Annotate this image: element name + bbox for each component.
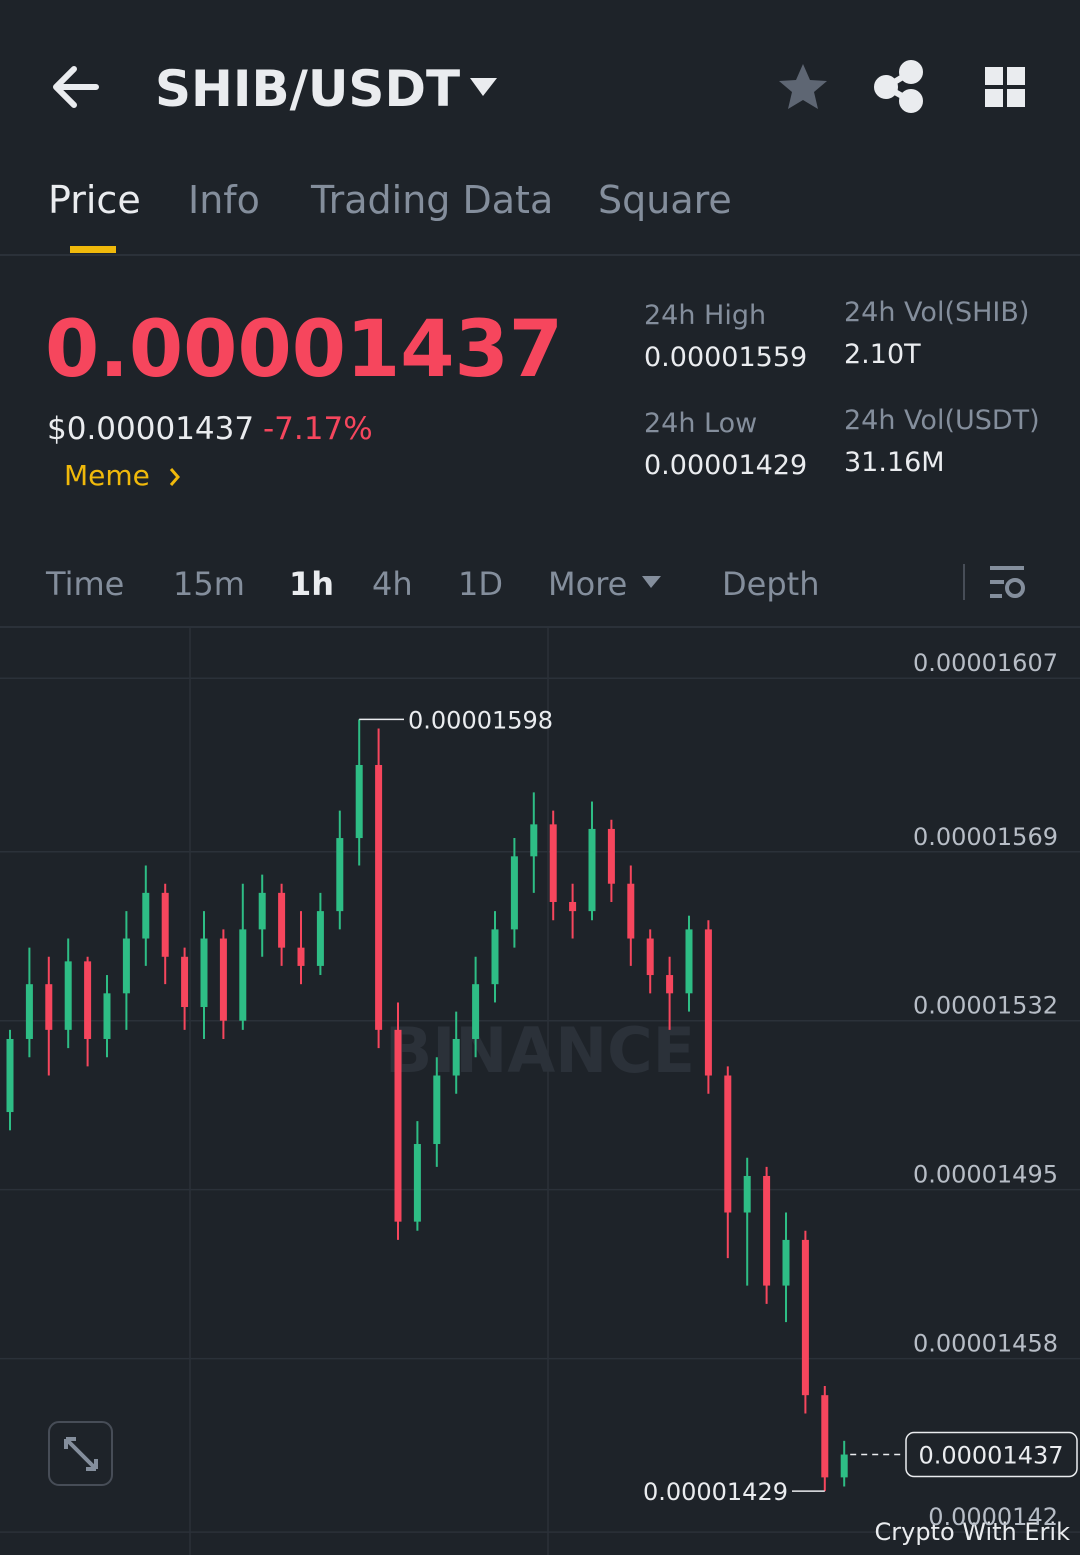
candle-body	[84, 961, 92, 1039]
interval[interactable]: 1h	[289, 565, 335, 603]
last-price-box	[905, 1431, 1078, 1478]
candle-body	[821, 1395, 829, 1478]
candle-body	[588, 828, 596, 912]
tab[interactable]: Price	[48, 178, 141, 222]
interval[interactable]: More	[548, 565, 628, 603]
interval[interactable]: 1D	[458, 565, 503, 603]
candle-body	[142, 892, 150, 939]
pair-title: SHIB/USDT	[155, 60, 461, 118]
tag[interactable]: Meme	[64, 459, 150, 492]
candle-body	[394, 1029, 402, 1222]
tab-indicator	[70, 246, 116, 253]
candle-body	[375, 764, 383, 1030]
candle-body	[491, 929, 499, 985]
candle-body	[297, 947, 305, 966]
interval[interactable]: 15m	[173, 565, 245, 603]
stat-label: 24h High	[644, 300, 767, 331]
candle-body	[685, 929, 693, 994]
candle-body	[452, 1038, 460, 1076]
candle-body	[122, 938, 130, 994]
candle-body	[413, 1144, 421, 1222]
candle-body	[782, 1239, 790, 1286]
layout-button[interactable]	[985, 67, 1025, 107]
tag-chevron[interactable]	[169, 468, 180, 486]
y-tick-label: 0.00001569	[913, 823, 1058, 851]
candle-body	[666, 975, 674, 994]
stat-value: 31.16M	[844, 447, 945, 478]
more-caret[interactable]	[642, 576, 661, 588]
stat-label: 24h Vol(USDT)	[844, 405, 1040, 436]
interval[interactable]: Depth	[722, 565, 820, 603]
candle-body	[355, 764, 363, 839]
favorite-star[interactable]	[779, 64, 827, 109]
price-change: -7.17%	[263, 411, 373, 447]
expand-icon	[64, 1437, 98, 1471]
low-label: 0.00001429	[643, 1478, 788, 1506]
share-button[interactable]	[874, 60, 923, 113]
candle-body	[200, 938, 208, 1008]
candle-body	[607, 828, 615, 884]
pair-dropdown[interactable]	[470, 78, 497, 96]
y-tick-label: 0.0000142	[928, 1503, 1058, 1531]
last-price: 0.00001437	[45, 305, 564, 395]
chart-settings[interactable]	[990, 566, 1025, 598]
tab[interactable]: Square	[598, 178, 732, 222]
last-price-label: 0.00001437	[918, 1442, 1063, 1470]
candle-body	[472, 984, 480, 1039]
candle-body	[336, 838, 344, 912]
candle-body	[763, 1175, 771, 1286]
expand-button[interactable]	[48, 1421, 113, 1486]
candle-body	[840, 1454, 848, 1478]
interval[interactable]: 4h	[372, 565, 413, 603]
usd-price: $0.00001437	[47, 411, 255, 447]
candle-body	[510, 856, 518, 930]
back-button[interactable]	[53, 66, 99, 108]
candle-body	[239, 929, 247, 1021]
stat-value: 0.00001559	[644, 342, 808, 373]
y-tick-label: 0.00001458	[913, 1330, 1058, 1358]
y-tick-label: 0.00001532	[913, 992, 1058, 1020]
candle-body	[646, 938, 654, 976]
candle-body	[627, 883, 635, 939]
candle-body	[6, 1038, 14, 1113]
candle-body	[278, 892, 286, 948]
credit: Crypto With Erik	[874, 1518, 1070, 1546]
candle-body	[161, 892, 169, 957]
icons	[0, 60, 1080, 628]
stat-value: 0.00001429	[644, 450, 808, 481]
stat-label: 24h Vol(SHIB)	[844, 297, 1030, 328]
high-label: 0.00001598	[408, 706, 553, 734]
candle-body	[569, 901, 577, 912]
candle-body	[316, 911, 324, 966]
candle-body	[181, 956, 189, 1008]
candle-body	[258, 892, 266, 930]
candle-body	[103, 993, 111, 1039]
candle-body	[45, 984, 53, 1030]
stat-value: 2.10T	[844, 339, 921, 370]
stat-label: 24h Low	[644, 408, 758, 439]
candle-body	[801, 1239, 809, 1396]
candle-body	[64, 961, 72, 1030]
y-tick-label: 0.00001495	[913, 1161, 1058, 1189]
candle-body	[549, 824, 557, 902]
candle-body	[219, 938, 227, 1021]
candle-body	[743, 1175, 751, 1213]
candle-body	[530, 824, 538, 857]
chart: BINANCE Crypto With Erik 0.00001607 0.000…	[0, 628, 1080, 1555]
candle-body	[704, 929, 712, 1076]
watermark: BINANCE	[385, 1014, 695, 1087]
candle-body	[724, 1075, 732, 1213]
interval[interactable]: Time	[46, 565, 125, 603]
y-tick-label: 0.00001607	[913, 649, 1058, 677]
candle-body	[25, 984, 33, 1039]
candle-body	[433, 1075, 441, 1145]
tab[interactable]: Trading Data	[311, 178, 554, 222]
tab[interactable]: Info	[188, 178, 260, 222]
